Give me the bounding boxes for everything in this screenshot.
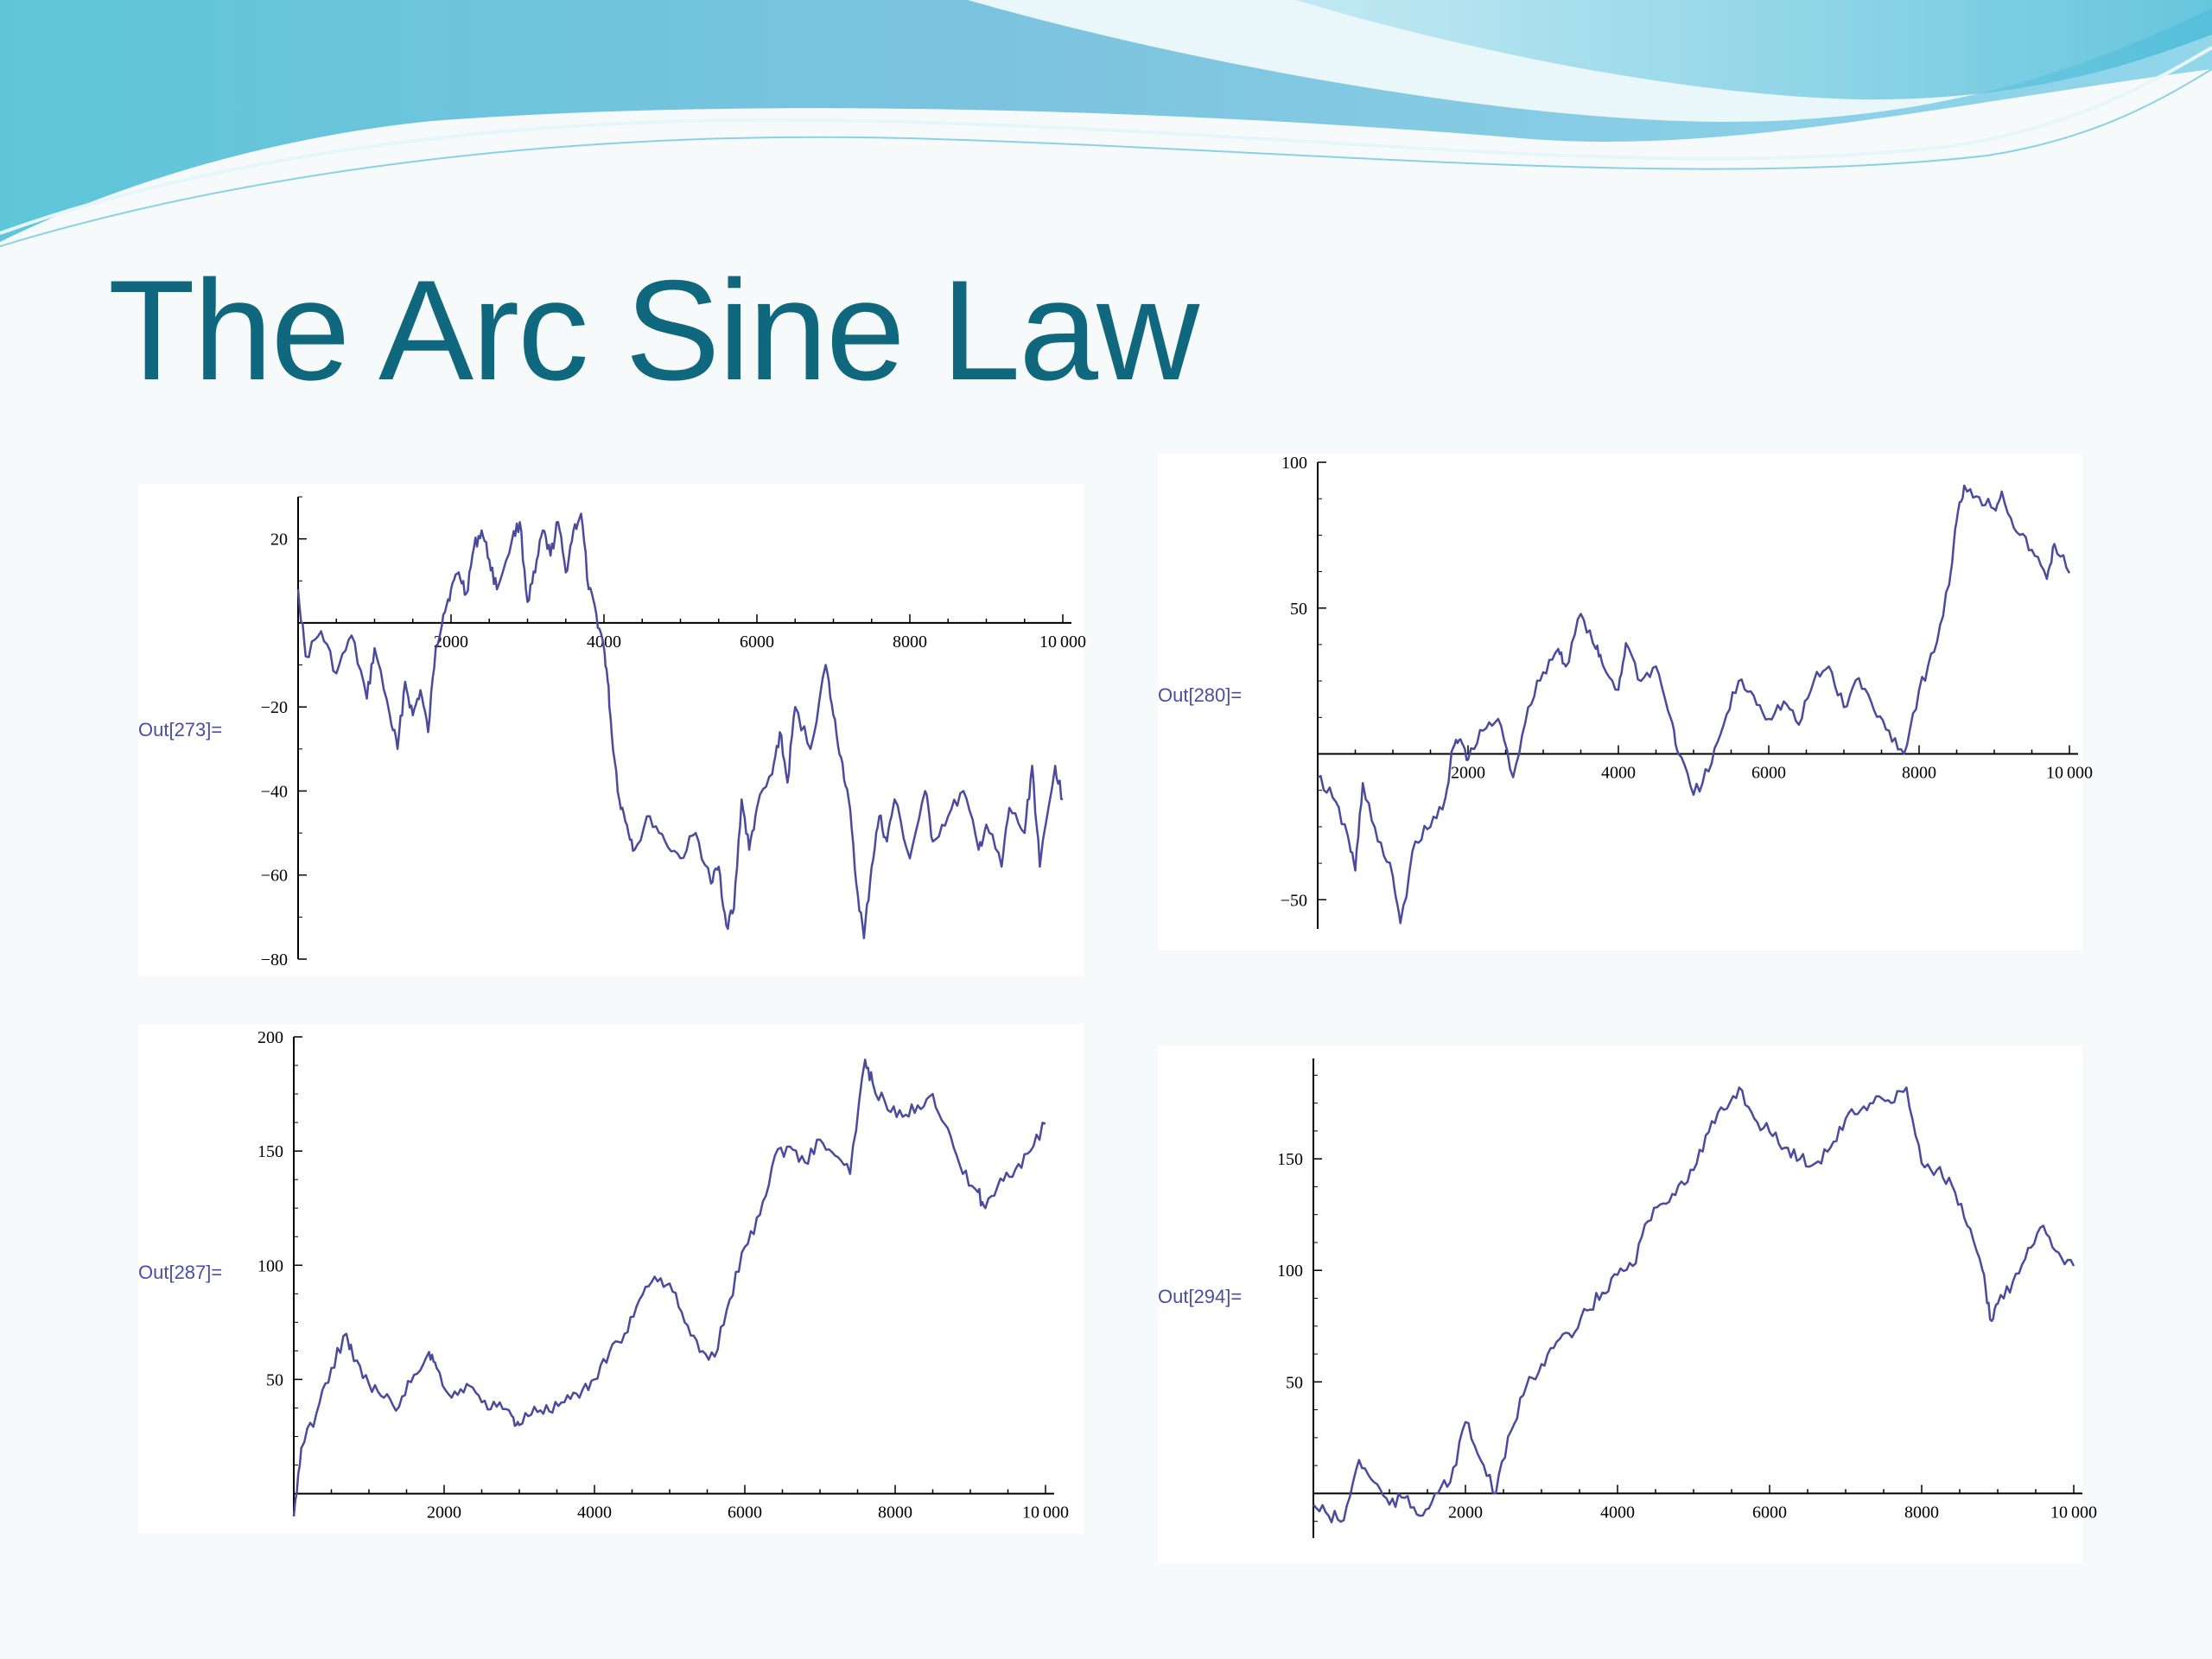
out-label-294: Out[294]=: [1158, 1286, 1243, 1307]
y-tick-label: 150: [1277, 1150, 1303, 1169]
x-tick-label: 10 000: [2050, 1503, 2097, 1522]
header-wave-banner: [0, 0, 2212, 247]
x-tick-label: 8000: [1902, 764, 1936, 783]
y-tick-label: −60: [261, 867, 288, 886]
x-tick-label: 4000: [577, 1503, 612, 1522]
y-tick-label: 200: [257, 1028, 283, 1047]
x-tick-label: 8000: [893, 632, 927, 652]
x-tick-label: 6000: [1752, 1503, 1787, 1522]
out-label-280: Out[280]=: [1158, 684, 1243, 706]
random-walk-plot-2: 2000 4000 6000 8000 10 000 100 50 −50: [1158, 454, 2093, 950]
random-walk-plot-3-svg: 2000 4000 6000 8000 10 000 200 150 100 50: [257, 1028, 1069, 1522]
series-line: [1317, 484, 2071, 925]
y-tick-label: −20: [261, 698, 288, 717]
y-tick-label: 150: [257, 1142, 283, 1161]
series-line: [296, 512, 1064, 939]
y-tick-label: −80: [261, 950, 288, 969]
y-tick-label: 50: [1286, 1373, 1303, 1392]
series-line: [1313, 1086, 2075, 1523]
x-tick-label: 2000: [434, 632, 468, 652]
series-line: [292, 1058, 1046, 1517]
slide-title: The Arc Sine Law: [108, 251, 1199, 410]
x-tick-label: 6000: [1751, 764, 1786, 783]
random-walk-plot-3: 2000 4000 6000 8000 10 000 200 150 100 50: [138, 1024, 1084, 1534]
x-tick-label: 10 000: [1022, 1503, 1069, 1522]
out-label-287: Out[287]=: [138, 1262, 223, 1283]
x-tick-label: 8000: [878, 1503, 912, 1522]
random-walk-plot-4-svg: 2000 4000 6000 8000 10 000 150 100 50: [1277, 1058, 2097, 1538]
y-tick-label: 50: [1290, 600, 1307, 619]
y-tick-label: 100: [257, 1256, 283, 1275]
x-tick-label: 2000: [1448, 1503, 1483, 1522]
random-walk-plot-4: 2000 4000 6000 8000 10 000 150 100 50: [1158, 1046, 2097, 1564]
y-tick-label: −50: [1281, 891, 1307, 910]
y-tick-label: 100: [1277, 1262, 1303, 1281]
x-tick-label: 10 000: [2046, 764, 2093, 783]
x-tick-label: 2000: [1451, 764, 1485, 783]
y-tick-label: 100: [1281, 454, 1307, 473]
x-tick-label: 6000: [728, 1503, 762, 1522]
y-tick-label: 50: [266, 1370, 283, 1389]
y-tick-label: 20: [270, 531, 288, 550]
x-tick-label: 4000: [1600, 1503, 1635, 1522]
x-tick-label: 2000: [427, 1503, 461, 1522]
y-tick-label: −40: [261, 782, 288, 801]
out-label-273: Out[273]=: [138, 719, 223, 741]
x-tick-label: 10 000: [1039, 632, 1086, 652]
x-tick-label: 8000: [1904, 1503, 1939, 1522]
x-tick-label: 4000: [1601, 764, 1636, 783]
x-tick-label: 6000: [740, 632, 774, 652]
random-walk-plot-2-svg: 2000 4000 6000 8000 10 000 100 50 −50: [1281, 454, 2093, 929]
random-walk-plot-1: 2000 4000 6000 8000 10 000 20 −20 −40 −60 −80: [138, 484, 1086, 976]
